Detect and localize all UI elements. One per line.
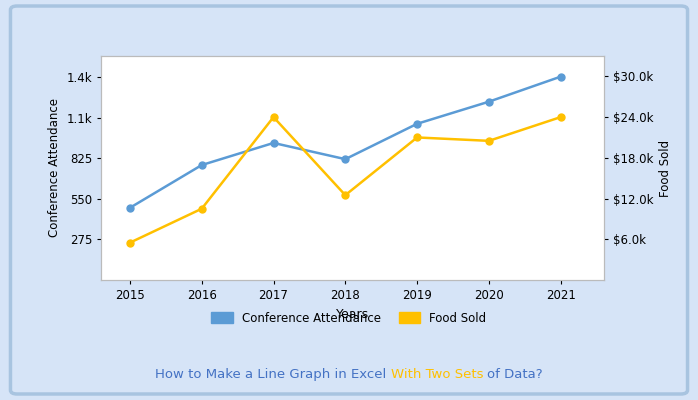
- Text: With Two Sets: With Two Sets: [391, 368, 487, 381]
- X-axis label: Years: Years: [336, 308, 369, 320]
- Y-axis label: Conference Attendance: Conference Attendance: [48, 98, 61, 238]
- Legend: Conference Attendance, Food Sold: Conference Attendance, Food Sold: [207, 307, 491, 329]
- Text: of Data?: of Data?: [487, 368, 543, 381]
- Text: How to Make a Line Graph in Excel: How to Make a Line Graph in Excel: [155, 368, 391, 381]
- Y-axis label: Food Sold: Food Sold: [659, 140, 672, 196]
